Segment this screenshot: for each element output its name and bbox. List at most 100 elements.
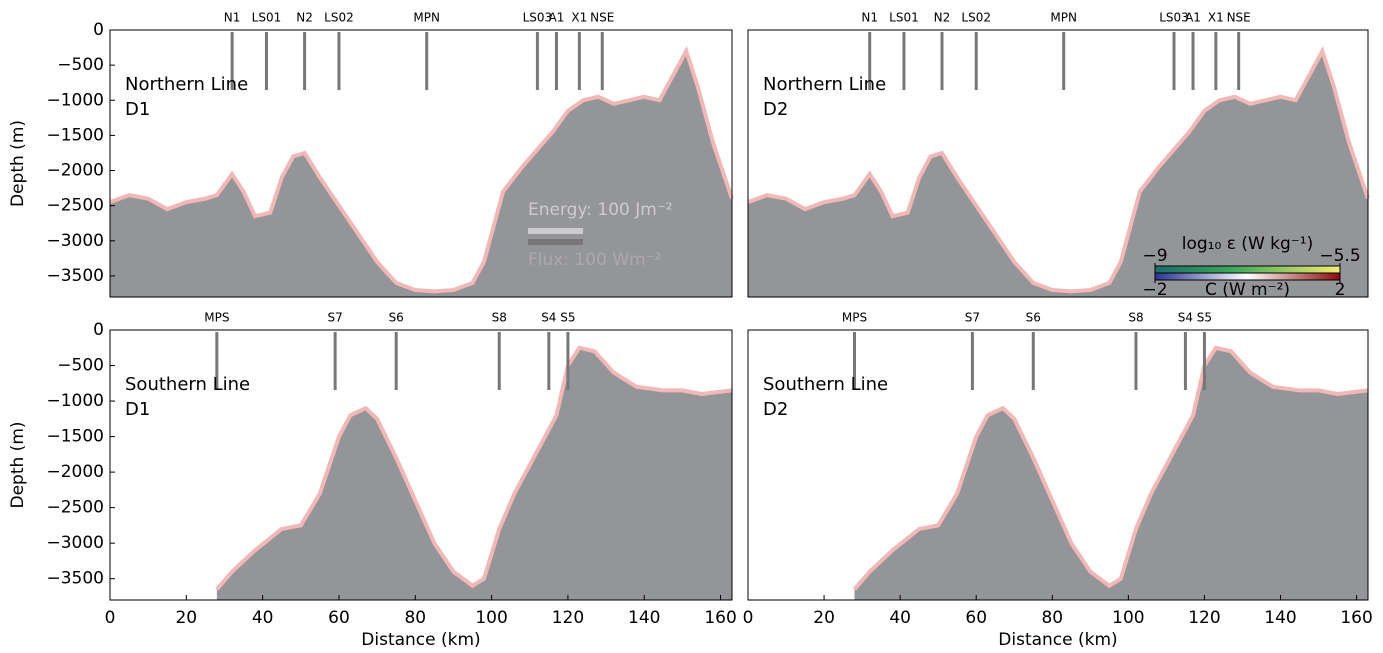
y-tick-label: 0 bbox=[93, 320, 104, 340]
station-label: A1 bbox=[1185, 11, 1201, 25]
station-label: S7 bbox=[965, 311, 980, 325]
y-tick-label: −1000 bbox=[46, 391, 104, 411]
colorbar-tick-label: −9 bbox=[1142, 246, 1167, 266]
y-tick-label: −2000 bbox=[46, 462, 104, 482]
station-label: S4 bbox=[1178, 311, 1193, 325]
station-label: S5 bbox=[560, 311, 575, 325]
x-tick-label: 120 bbox=[1188, 608, 1220, 628]
station-label: MPS bbox=[842, 311, 867, 325]
y-tick-label: −2500 bbox=[46, 196, 104, 216]
station-label: MPS bbox=[204, 311, 229, 325]
y-tick-label: −3500 bbox=[46, 569, 104, 589]
x-tick-label: 100 bbox=[1112, 608, 1144, 628]
station-label: LS01 bbox=[252, 11, 282, 25]
station-label: S8 bbox=[492, 311, 507, 325]
station-label: N2 bbox=[296, 11, 313, 25]
x-tick-label: 120 bbox=[552, 608, 584, 628]
bathymetry-edge bbox=[109, 46, 734, 294]
plot-frame bbox=[747, 29, 1369, 298]
colorbar-label: log₁₀ ε (W kg⁻¹) bbox=[1182, 234, 1313, 254]
x-axis-label: Distance (km) bbox=[998, 630, 1117, 650]
bathymetry bbox=[748, 51, 1368, 297]
y-axis-label: Depth (m) bbox=[8, 421, 28, 508]
station-label: N2 bbox=[934, 11, 951, 25]
colorbar-eps bbox=[1154, 265, 1341, 274]
x-axis-label: Distance (km) bbox=[361, 630, 480, 650]
bathymetry bbox=[854, 347, 1368, 600]
y-tick-label: −3500 bbox=[46, 266, 104, 286]
x-tick-label: 40 bbox=[252, 608, 274, 628]
flux-legend: Flux: 100 Wm⁻² bbox=[528, 250, 661, 270]
station-label: S4 bbox=[541, 311, 556, 325]
station-label: MPN bbox=[1050, 11, 1077, 25]
y-tick-label: −3000 bbox=[46, 231, 104, 251]
x-tick-label: 160 bbox=[1340, 608, 1372, 628]
station-label: X1 bbox=[571, 11, 587, 25]
x-tick-label: 80 bbox=[1041, 608, 1063, 628]
x-tick-label: 20 bbox=[813, 608, 835, 628]
panel-subtitle: D1 bbox=[125, 399, 150, 420]
y-tick-label: −1500 bbox=[46, 427, 104, 447]
colorbar-tick-label: −2 bbox=[1142, 280, 1167, 300]
bathymetry-edge bbox=[215, 345, 733, 591]
x-tick-label: 60 bbox=[328, 608, 350, 628]
x-tick-label: 140 bbox=[628, 608, 660, 628]
station-label: NSE bbox=[590, 11, 614, 25]
panel-title: Southern Line bbox=[763, 374, 888, 395]
station-label: S8 bbox=[1128, 311, 1143, 325]
x-tick-label: 140 bbox=[1264, 608, 1296, 628]
colorbar-label-2: C (W m⁻²) bbox=[1205, 280, 1290, 300]
bathymetry-edge bbox=[852, 345, 1369, 591]
panel-subtitle: D2 bbox=[763, 99, 788, 120]
x-tick-label: 20 bbox=[175, 608, 197, 628]
y-tick-label: −1500 bbox=[46, 125, 104, 145]
panel-subtitle: D1 bbox=[125, 99, 150, 120]
y-tick-label: −1000 bbox=[46, 90, 104, 110]
x-tick-label: 0 bbox=[105, 608, 116, 628]
y-tick-label: −500 bbox=[57, 356, 104, 376]
station-label: NSE bbox=[1227, 11, 1251, 25]
station-label: S6 bbox=[389, 311, 404, 325]
x-tick-label: 80 bbox=[404, 608, 426, 628]
y-tick-label: −3000 bbox=[46, 533, 104, 553]
station-label: LS03 bbox=[523, 11, 553, 25]
station-label: N1 bbox=[224, 11, 241, 25]
y-tick-label: −2000 bbox=[46, 161, 104, 181]
flux-swatch bbox=[528, 239, 583, 245]
y-tick-label: 0 bbox=[93, 20, 104, 40]
plot-frame bbox=[109, 29, 733, 298]
x-tick-label: 160 bbox=[704, 608, 736, 628]
x-tick-label: 40 bbox=[889, 608, 911, 628]
station-label: X1 bbox=[1208, 11, 1224, 25]
station-label: A1 bbox=[549, 11, 565, 25]
x-tick-label: 0 bbox=[743, 608, 754, 628]
station-label: S6 bbox=[1026, 311, 1041, 325]
colorbar-c bbox=[1154, 272, 1341, 281]
station-label: N1 bbox=[861, 11, 878, 25]
station-label: MPN bbox=[413, 11, 440, 25]
bathymetry bbox=[216, 347, 732, 600]
station-label: S5 bbox=[1197, 311, 1212, 325]
station-label: LS02 bbox=[961, 11, 991, 25]
bathymetry bbox=[110, 51, 732, 297]
energy-swatch bbox=[528, 228, 583, 234]
station-label: LS01 bbox=[889, 11, 919, 25]
panel-subtitle: D2 bbox=[763, 399, 788, 420]
panel-title: Southern Line bbox=[125, 374, 250, 395]
colorbar-tick-label: −5.5 bbox=[1319, 246, 1360, 266]
y-tick-label: −500 bbox=[57, 55, 104, 75]
colorbar-tick-label: 2 bbox=[1335, 280, 1346, 300]
y-tick-label: −2500 bbox=[46, 498, 104, 518]
bathymetry-edge bbox=[747, 46, 1370, 294]
energy-legend: Energy: 100 Jm⁻² bbox=[528, 200, 673, 220]
plot-frame bbox=[109, 329, 733, 601]
station-label: LS03 bbox=[1159, 11, 1189, 25]
x-tick-label: 60 bbox=[965, 608, 987, 628]
y-axis-label: Depth (m) bbox=[8, 120, 28, 207]
panel-title: Northern Line bbox=[125, 74, 248, 95]
station-label: S7 bbox=[328, 311, 343, 325]
panel-title: Northern Line bbox=[763, 74, 886, 95]
x-tick-label: 100 bbox=[475, 608, 507, 628]
plot-frame bbox=[747, 329, 1369, 601]
